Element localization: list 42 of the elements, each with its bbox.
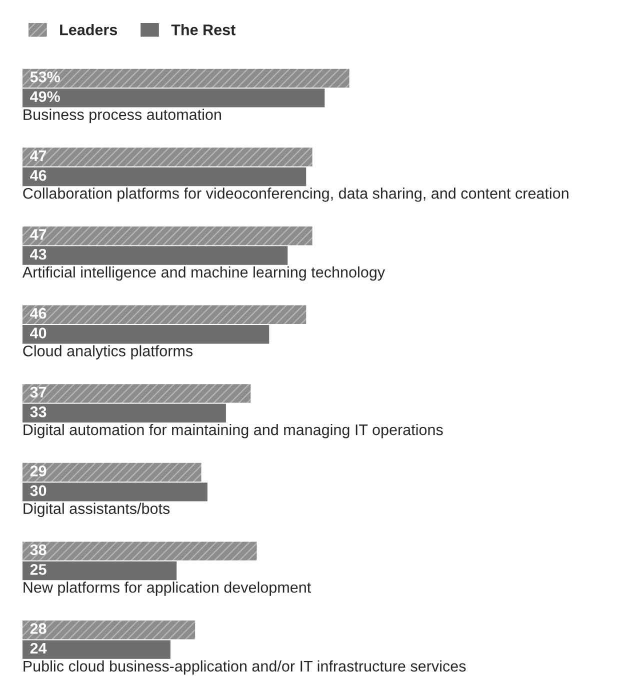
y-tick-label: Digital assistants/bots (24, 502, 170, 518)
bar (22, 68, 350, 88)
bar (22, 167, 306, 186)
bar (22, 305, 306, 324)
data-label: 38 (30, 544, 46, 556)
data-label: 24 (30, 642, 47, 654)
bar (22, 246, 288, 265)
data-label: 40 (30, 328, 46, 338)
bar (22, 226, 312, 246)
y-tick-label: Cloud analytics platforms (23, 345, 193, 360)
data-label: 49% (30, 91, 60, 102)
y-tick-label: New platforms for application development (24, 582, 312, 596)
bar (22, 88, 325, 108)
data-label: 33 (30, 406, 46, 418)
bar (22, 482, 208, 502)
data-label: 46 (30, 308, 46, 319)
bar (22, 148, 312, 166)
legend-label: The Rest (171, 24, 236, 36)
bar (22, 542, 257, 560)
y-tick-label: Collaboration platforms for videoconferencing, data sharing, and content creation (23, 188, 568, 202)
bar (22, 404, 226, 423)
y-tick-label: Public cloud business-application and/or IT infrastructure services (24, 660, 466, 675)
data-label: 47 (30, 229, 46, 240)
bar (22, 620, 196, 640)
y-tick-label: Artificial intelligence and machine learning technology (22, 266, 386, 281)
data-label: 29 (30, 466, 46, 476)
data-label: 25 (30, 564, 46, 575)
y-tick-label: Digital automation for maintaining and managing IT operations (24, 424, 443, 438)
data-label: 46 (30, 170, 46, 181)
legend-label: Leaders (60, 24, 118, 36)
bar (22, 462, 202, 482)
bar (22, 384, 251, 403)
data-label: 37 (30, 386, 46, 398)
bar (22, 324, 270, 344)
data-label: 30 (30, 485, 46, 496)
y-tick-label: Business process automation (24, 108, 221, 124)
data-label: 43 (30, 248, 46, 260)
bar (22, 561, 177, 580)
data-label: 53% (30, 72, 60, 82)
data-label: 47 (30, 150, 46, 161)
data-label: 28 (30, 623, 46, 634)
bar (22, 640, 170, 659)
